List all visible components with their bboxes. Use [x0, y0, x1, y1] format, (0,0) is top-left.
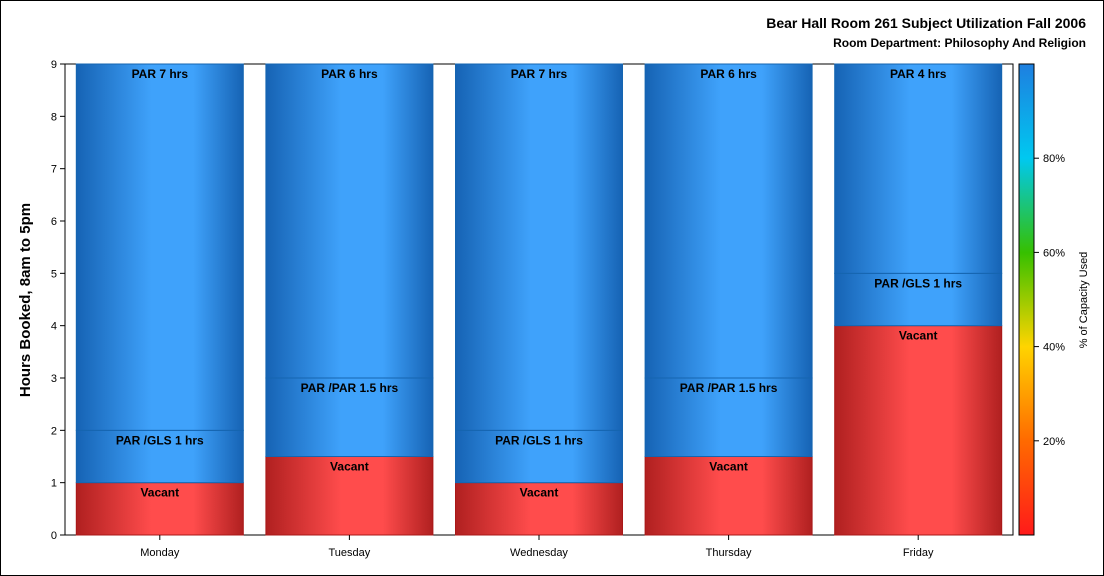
- bar-segment-vacant: [265, 456, 434, 536]
- segment-label: Vacant: [709, 460, 748, 474]
- bar-segment-vacant: [644, 456, 813, 536]
- segment-label: PAR /PAR 1.5 hrs: [301, 381, 399, 395]
- y-tick-label: 5: [51, 268, 57, 280]
- y-tick-label: 8: [51, 111, 57, 123]
- colorbar-gradient: [1018, 63, 1035, 536]
- segment-label: PAR 6 hrs: [700, 67, 757, 81]
- segment-label: PAR 7 hrs: [511, 67, 568, 81]
- segment-label: PAR 6 hrs: [321, 67, 378, 81]
- bar-segment-vacant: [75, 482, 244, 536]
- segment-label: PAR /GLS 1 hrs: [116, 433, 204, 447]
- y-axis-label: Hours Booked, 8am to 5pm: [17, 203, 34, 397]
- y-tick-label: 3: [51, 373, 57, 385]
- bar-wednesday: Vacant PAR /GLS 1 hrs PAR 7 hrs: [455, 63, 623, 536]
- bar-segment-booked: [265, 377, 434, 457]
- bar-segment-booked: [75, 63, 244, 431]
- y-tick-label: 9: [51, 59, 57, 71]
- x-tick-label: Friday: [903, 547, 934, 559]
- segment-label: Vacant: [330, 460, 369, 474]
- y-tick-label: 0: [51, 530, 57, 542]
- x-tick-label: Wednesday: [510, 547, 568, 559]
- bar-segment-booked: [455, 429, 623, 484]
- segment-label: PAR /GLS 1 hrs: [874, 276, 962, 290]
- colorbar-label: % of Capacity Used: [1078, 252, 1090, 349]
- segment-label: PAR /PAR 1.5 hrs: [680, 381, 778, 395]
- colorbar-legend: 20% 40% 60% 80% % of Capacity Used: [1018, 63, 1090, 536]
- segment-label: PAR /GLS 1 hrs: [495, 433, 583, 447]
- bar-segment-booked: [455, 63, 623, 431]
- bar-monday: Vacant PAR /GLS 1 hrs PAR 7 hrs: [75, 63, 244, 536]
- bar-thursday: Vacant PAR /PAR 1.5 hrs PAR 6 hrs: [644, 63, 813, 536]
- bar-segment-booked: [644, 377, 813, 457]
- chart-subtitle: Room Department: Philosophy And Religion: [833, 36, 1086, 50]
- bar-segment-booked: [75, 429, 244, 484]
- chart-title: Bear Hall Room 261 Subject Utilization F…: [766, 15, 1086, 31]
- segment-label: Vacant: [140, 486, 179, 500]
- x-tick-label: Monday: [140, 547, 180, 559]
- x-tick-label: Thursday: [706, 547, 752, 559]
- colorbar-tick-label: 60%: [1043, 247, 1065, 259]
- colorbar-tick-label: 80%: [1043, 153, 1065, 165]
- segment-label: Vacant: [899, 329, 938, 343]
- bar-segment-booked: [644, 63, 813, 379]
- bar-segment-booked: [265, 63, 434, 379]
- segment-label: PAR 7 hrs: [132, 67, 189, 81]
- colorbar-tick-label: 20%: [1043, 436, 1065, 448]
- y-tick-label: 4: [51, 321, 57, 333]
- bar-friday: Vacant PAR /GLS 1 hrs PAR 4 hrs: [834, 63, 1003, 536]
- y-tick-label: 7: [51, 164, 57, 176]
- bar-segment-vacant: [834, 325, 1003, 536]
- bar-segment-booked: [834, 272, 1003, 327]
- bar-segment-booked: [834, 63, 1003, 274]
- x-tick-label: Tuesday: [329, 547, 371, 559]
- bar-tuesday: Vacant PAR /PAR 1.5 hrs PAR 6 hrs: [265, 63, 434, 536]
- segment-label: Vacant: [520, 486, 559, 500]
- plot-area: 0 1 2 3 4 5 6 7 8 9 Vacant PAR /GLS 1 hrs PAR 7 hrs M…: [51, 59, 1014, 559]
- colorbar-tick-label: 40%: [1043, 342, 1065, 354]
- y-tick-label: 1: [51, 478, 57, 490]
- segment-label: PAR 4 hrs: [890, 67, 947, 81]
- y-tick-label: 2: [51, 425, 57, 437]
- y-tick-label: 6: [51, 216, 57, 228]
